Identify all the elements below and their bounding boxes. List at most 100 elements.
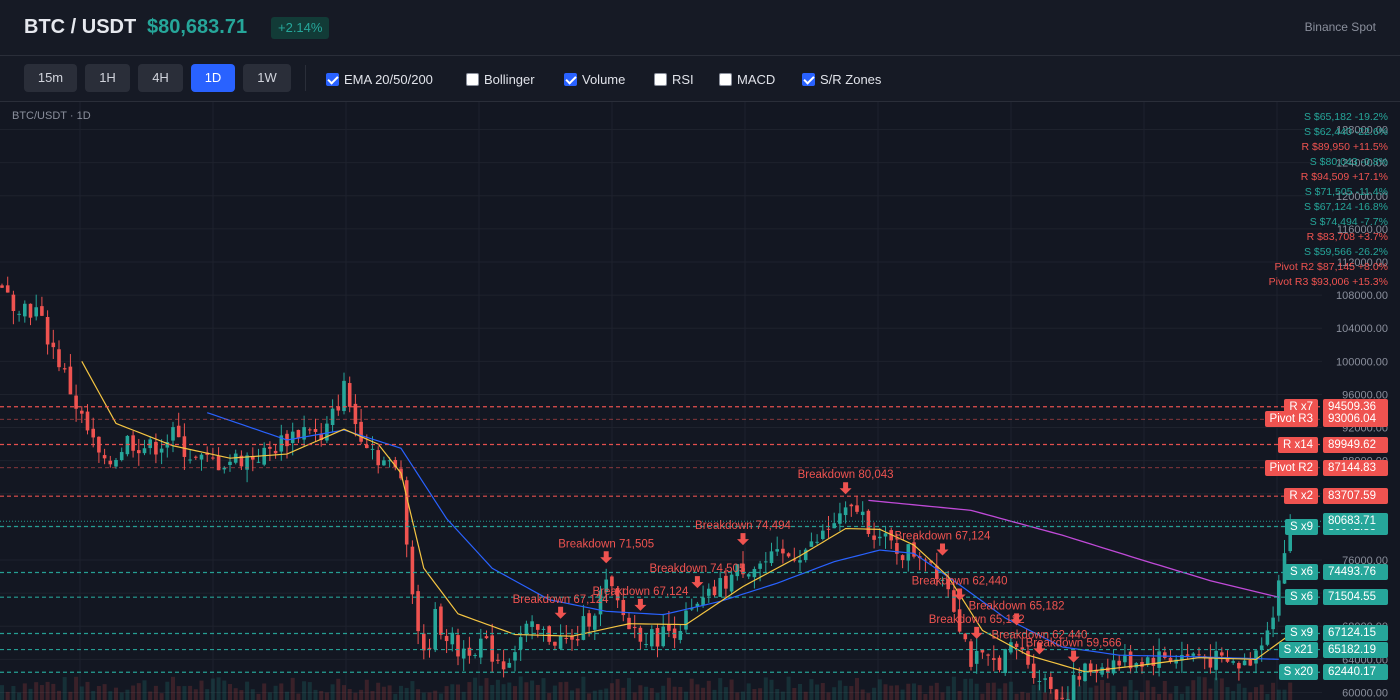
volume-bar <box>706 680 711 700</box>
candle-body <box>952 590 956 612</box>
ema200-line <box>868 499 1279 598</box>
volume-bar <box>387 685 392 700</box>
volume-bar <box>627 677 631 700</box>
candle-body <box>1043 678 1047 680</box>
candle-body <box>803 549 808 561</box>
volume-bar <box>39 685 44 700</box>
volume-bar <box>729 679 734 700</box>
volume-bar <box>587 693 592 700</box>
breakdown-label: Breakdown 65,182 <box>969 600 1065 612</box>
sr-zone-item: S $59,566 -26.2% <box>1303 246 1388 258</box>
volume-bar <box>1151 686 1156 700</box>
candle-body <box>997 657 1002 671</box>
chart-toolbar: 15m 1H 4H 1D 1W EMA 20/50/200 Bollinger … <box>0 56 1400 102</box>
candle-body <box>610 576 614 587</box>
candle-body <box>900 555 905 561</box>
volume-bar <box>1276 689 1281 700</box>
price-chart[interactable]: 128000.00 124000.00 120000.00 116000.00 1120… <box>0 102 1400 700</box>
candle-body <box>171 427 175 441</box>
candle-body <box>815 541 819 543</box>
candle-body <box>102 455 107 459</box>
candle-body <box>1003 649 1007 673</box>
volume-bar <box>1168 693 1173 700</box>
checkbox-icon[interactable] <box>654 72 667 86</box>
volume-bar <box>222 680 227 700</box>
timeframe-button-15m[interactable]: 15m <box>24 64 77 92</box>
volume-bar <box>1225 687 1230 700</box>
volume-bar <box>444 686 449 700</box>
candle-body <box>382 460 386 466</box>
toggle-bollinger[interactable]: Bollinger <box>466 70 535 88</box>
volume-bar <box>820 683 825 700</box>
volume-bar <box>1248 692 1253 700</box>
volume-bar <box>11 686 16 700</box>
candle-body <box>695 603 700 607</box>
volume-bar <box>381 686 386 700</box>
volume-bar <box>547 693 552 700</box>
candle-body <box>615 588 620 601</box>
candle-body <box>855 505 859 512</box>
toggle-ema[interactable]: EMA 20/50/200 <box>326 70 433 88</box>
volume-bar <box>592 690 597 700</box>
volume-bar <box>501 684 506 700</box>
checkbox-icon[interactable] <box>719 72 732 86</box>
candle-body <box>1282 553 1287 584</box>
chart-canvas[interactable]: 128000.00 124000.00 120000.00 116000.00 1120… <box>0 102 1400 700</box>
candle-body <box>843 507 848 516</box>
volume-bar <box>507 682 512 700</box>
candle-body <box>165 442 170 448</box>
timeframe-button-1d[interactable]: 1D <box>191 64 235 92</box>
volume-bar <box>1020 691 1025 700</box>
candle-body <box>279 435 284 452</box>
candle-body <box>655 627 660 647</box>
candle-body <box>1088 663 1093 673</box>
volume-bar <box>193 689 198 700</box>
volume-bar <box>45 681 50 700</box>
checkbox-icon[interactable] <box>326 72 339 86</box>
volume-bar <box>399 685 403 700</box>
candle-body <box>986 654 990 656</box>
timeframe-button-1w[interactable]: 1W <box>243 64 291 92</box>
candle-body <box>883 533 888 537</box>
checkbox-icon[interactable] <box>564 72 577 86</box>
volume-bar <box>894 685 899 700</box>
breakdown-label: Breakdown 67,124 <box>592 586 689 598</box>
candle-body <box>729 574 734 592</box>
volume-bar <box>0 685 4 700</box>
sr-zone-item: R $83,708 +3.7% <box>1306 231 1388 243</box>
candle-body <box>1009 642 1013 653</box>
toggle-volume[interactable]: Volume <box>564 70 625 88</box>
candle-body <box>91 428 95 438</box>
breakdown-arrow-icon <box>1033 642 1046 655</box>
volume-bar <box>456 684 460 700</box>
volume-bar <box>91 690 96 700</box>
breakdown-arrow-icon <box>953 588 966 601</box>
timeframe-button-1h[interactable]: 1H <box>85 64 130 92</box>
volume-bar <box>210 678 215 700</box>
volume-bar <box>649 688 654 700</box>
toggle-macd[interactable]: MACD <box>719 70 775 88</box>
candle-body <box>1037 681 1042 683</box>
volume-bar <box>552 685 557 700</box>
candle-body <box>980 649 985 653</box>
volume-bar <box>849 686 854 700</box>
timeframe-button-4h[interactable]: 4H <box>138 64 183 92</box>
volume-bar <box>467 682 472 700</box>
volume-bar <box>1003 683 1008 700</box>
checkbox-icon[interactable] <box>802 72 815 86</box>
candle-body <box>1031 663 1036 679</box>
y-axis-tick-label: 96000.00 <box>1342 389 1388 401</box>
volume-bar <box>1288 682 1293 700</box>
sr-level-label: S x20 <box>1278 664 1318 681</box>
candle-body <box>137 450 141 454</box>
checkbox-icon[interactable] <box>466 72 479 86</box>
candle-body <box>524 623 529 636</box>
volume-bar <box>119 692 124 700</box>
volume-bar <box>359 689 364 700</box>
candle-body <box>80 410 84 414</box>
candle-body <box>347 383 352 407</box>
volume-bar <box>228 684 232 700</box>
toggle-rsi[interactable]: RSI <box>654 70 694 88</box>
candle-body <box>946 578 950 590</box>
toggle-sr-zones[interactable]: S/R Zones <box>802 70 881 88</box>
